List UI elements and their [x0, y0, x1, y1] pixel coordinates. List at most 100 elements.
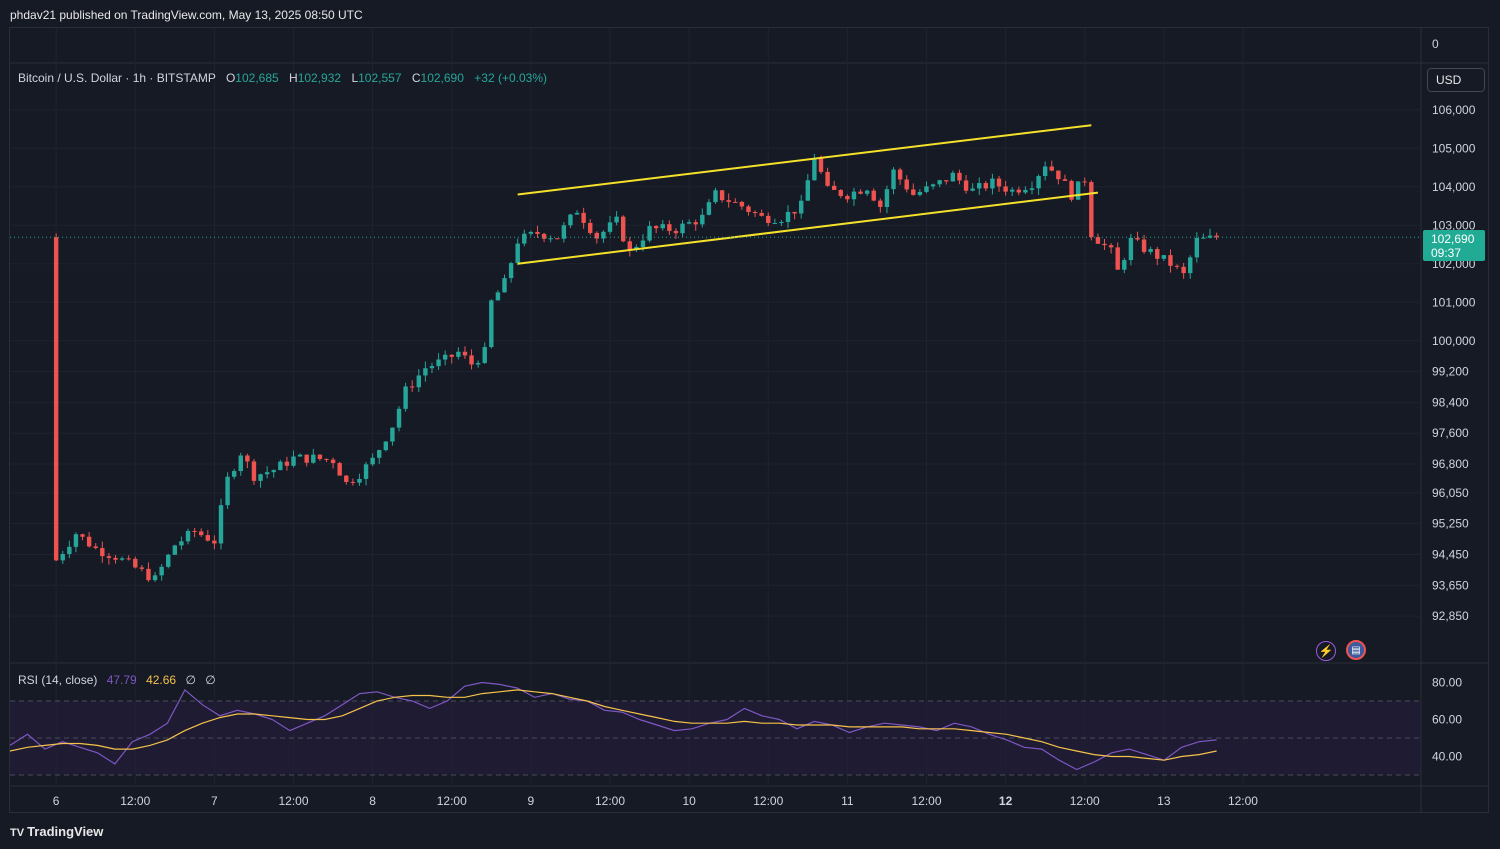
- candle-body-97: [693, 222, 698, 225]
- candle-body-80: [581, 212, 586, 223]
- symbol-legend: Bitcoin / U.S. Dollar · 1h · BITSTAMP O1…: [18, 71, 547, 85]
- candle-body-116: [818, 158, 824, 172]
- candle-body-50: [383, 441, 389, 451]
- candle-body-99: [706, 202, 712, 215]
- rsi-value: 47.79: [106, 673, 137, 687]
- x-tick-6: 9: [528, 794, 535, 808]
- lightning-icon[interactable]: ⚡: [1316, 641, 1336, 661]
- candle-body-86: [620, 216, 626, 242]
- candle-body-92: [660, 224, 665, 229]
- candle-body-26: [225, 476, 230, 506]
- y-tick-7: 100,000: [1432, 334, 1476, 348]
- candle-body-84: [607, 222, 613, 232]
- x-tick-4: 8: [369, 794, 376, 808]
- candle-body-34: [278, 461, 283, 471]
- candle-body-56: [423, 368, 428, 376]
- candle-body-38: [304, 454, 309, 463]
- candle-body-168: [1161, 255, 1167, 259]
- bar-countdown: 09:37: [1431, 246, 1462, 260]
- x-tick-14: 13: [1157, 794, 1171, 808]
- candle-body-24: [212, 540, 217, 544]
- high-value: 102,932: [297, 71, 342, 85]
- rsi-y-tick-1: 60.00: [1432, 713, 1462, 727]
- symbol-title: Bitcoin / U.S. Dollar · 1h · BITSTAMP: [18, 71, 216, 85]
- candle-body-8: [106, 556, 112, 558]
- candle-body-3: [73, 534, 79, 547]
- candle-body-171: [1181, 266, 1186, 274]
- candle-body-79: [574, 212, 580, 215]
- x-tick-11: 12:00: [911, 794, 941, 808]
- candle-body-149: [1036, 176, 1041, 189]
- candle-body-122: [858, 191, 863, 194]
- x-tick-13: 12:00: [1070, 794, 1100, 808]
- candle-body-28: [238, 455, 243, 472]
- currency-button[interactable]: USD: [1427, 68, 1485, 92]
- candle-body-105: [746, 206, 751, 212]
- candle-body-9: [113, 557, 118, 560]
- candle-body-151: [1049, 166, 1054, 171]
- candle-body-126: [884, 189, 890, 207]
- low-label: L: [351, 71, 359, 85]
- candle-body-123: [864, 190, 870, 194]
- candle-body-60: [449, 354, 454, 357]
- candle-body-159: [1102, 243, 1107, 246]
- candle-body-166: [1148, 249, 1153, 252]
- candle-body-155: [1075, 181, 1081, 200]
- candle-body-61: [456, 351, 461, 357]
- channel-lower-line: [517, 191, 1099, 265]
- candle-body-52: [396, 408, 402, 428]
- candle-body-33: [271, 470, 276, 473]
- candle-body-36: [291, 456, 296, 466]
- candle-body-152: [1056, 170, 1061, 180]
- candle-body-144: [1003, 186, 1008, 192]
- y-tick-2: 105,000: [1432, 141, 1476, 155]
- rsi-empty-2: ∅: [205, 673, 216, 687]
- tradingview-logo[interactable]: TV TradingView: [10, 824, 103, 839]
- candle-body-37: [297, 454, 303, 457]
- candle-body-5: [86, 536, 92, 547]
- candle-body-169: [1168, 255, 1173, 266]
- candle-body-112: [792, 211, 797, 214]
- candle-body-13: [139, 567, 145, 569]
- y-tick-8: 99,200: [1432, 365, 1469, 379]
- candle-body-39: [311, 454, 316, 463]
- candle-body-102: [726, 200, 731, 202]
- rsi-title: RSI (14, close): [18, 673, 98, 687]
- y-tick-4: 103,000: [1432, 218, 1476, 232]
- x-tick-8: 10: [682, 794, 696, 808]
- high-label: H: [289, 71, 298, 85]
- candle-body-146: [1016, 189, 1021, 193]
- candle-body-32: [264, 472, 270, 475]
- candle-body-25: [218, 505, 224, 544]
- candle-body-103: [733, 201, 738, 203]
- candle-body-69: [508, 263, 514, 279]
- close-label: C: [411, 71, 421, 85]
- candle-body-167: [1155, 249, 1160, 259]
- candle-body-104: [739, 201, 745, 207]
- y-tick-12: 96,050: [1432, 486, 1469, 500]
- publisher-line: phdav21 published on TradingView.com, Ma…: [10, 8, 363, 22]
- candle-body-107: [759, 213, 764, 216]
- x-tick-1: 12:00: [120, 794, 150, 808]
- candle-body-51: [390, 427, 395, 442]
- plot-background: [10, 28, 1421, 786]
- candle-body-153: [1062, 179, 1068, 181]
- candle-body-117: [825, 171, 830, 186]
- candle-body-63: [469, 355, 474, 365]
- y-tick-3: 104,000: [1432, 180, 1476, 194]
- candle-body-78: [568, 214, 573, 226]
- candle-body-101: [719, 190, 725, 201]
- us-flag-icon[interactable]: ▤: [1346, 640, 1366, 660]
- x-tick-5: 12:00: [437, 794, 467, 808]
- candle-body-30: [251, 461, 257, 481]
- candle-body-55: [416, 375, 421, 388]
- candle-body-136: [950, 172, 956, 182]
- candle-body-96: [686, 222, 692, 224]
- tradingview-logo-icon: TV: [10, 827, 25, 839]
- candle-body-125: [878, 200, 883, 207]
- candle-body-12: [133, 558, 138, 568]
- candle-body-75: [548, 238, 553, 240]
- candle-body-115: [812, 158, 817, 181]
- rsi-legend: RSI (14, close) 47.79 42.66 ∅ ∅: [18, 673, 216, 687]
